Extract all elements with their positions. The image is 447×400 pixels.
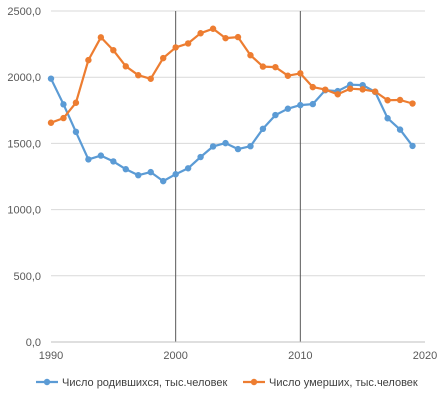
data-point <box>322 86 329 93</box>
data-point <box>409 142 416 150</box>
x-tick-label: 1990 <box>39 350 63 362</box>
data-point <box>147 75 154 82</box>
data-point <box>222 34 229 42</box>
data-point <box>409 100 416 107</box>
data-point <box>209 25 217 32</box>
data-point <box>85 56 92 64</box>
data-point <box>172 171 179 178</box>
y-tick-label: 500,0 <box>13 271 41 283</box>
data-point <box>309 100 316 108</box>
data-point <box>209 143 217 150</box>
data-point <box>47 119 55 126</box>
legend-entry-1: Число родившихся, тыс.человек <box>36 377 227 389</box>
data-point <box>147 168 154 176</box>
data-point <box>197 153 204 161</box>
data-series <box>47 25 416 185</box>
data-point <box>347 85 354 92</box>
data-point <box>234 33 242 41</box>
legend: Число родившихся, тыс.человек Число умерш… <box>36 377 418 389</box>
x-tick-label: 2020 <box>413 350 437 362</box>
data-point <box>172 44 179 51</box>
data-point <box>197 30 204 37</box>
data-point <box>384 97 391 104</box>
data-point <box>160 177 167 185</box>
data-point <box>297 101 304 109</box>
data-point <box>396 126 404 133</box>
data-point <box>72 99 80 106</box>
y-tick-label: 1000,0 <box>7 205 41 217</box>
y-tick-label: 2000,0 <box>7 72 41 84</box>
data-point <box>122 63 129 70</box>
reference-lines <box>175 11 301 342</box>
data-point <box>384 115 391 122</box>
data-point <box>396 96 404 104</box>
y-tick-label: 2500,0 <box>7 6 41 18</box>
data-point <box>97 152 105 159</box>
y-axis-tick-labels: 0,0 500,0 1000,0 1500,0 2000,0 2500,0 <box>7 6 41 349</box>
data-point <box>284 72 292 79</box>
data-point <box>110 46 117 54</box>
data-point <box>284 105 292 112</box>
legend-label: Число родившихся, тыс.человек <box>62 377 227 389</box>
data-point <box>85 156 92 163</box>
data-point <box>297 70 304 77</box>
series-1 <box>47 75 416 185</box>
data-point <box>135 171 142 179</box>
legend-marker <box>250 378 258 386</box>
data-point <box>272 111 279 119</box>
legend-entry-2: Число умерших, тыс.человек <box>243 377 418 389</box>
data-point <box>160 54 167 62</box>
data-point <box>110 158 117 165</box>
data-point <box>184 40 192 47</box>
data-point <box>60 101 67 108</box>
data-point <box>359 86 366 93</box>
data-point <box>97 34 105 41</box>
data-point <box>222 139 229 147</box>
data-point <box>72 128 80 136</box>
data-point <box>135 72 142 79</box>
x-tick-label: 2010 <box>288 350 312 362</box>
data-point <box>309 83 316 91</box>
series-line <box>50 27 413 124</box>
series-line <box>50 78 414 183</box>
data-point <box>122 166 129 173</box>
y-tick-label: 0,0 <box>26 337 41 349</box>
data-point <box>334 91 341 98</box>
data-point <box>247 52 254 59</box>
data-point <box>371 88 379 95</box>
data-point <box>60 114 67 122</box>
data-point <box>47 75 55 82</box>
series-2 <box>47 25 416 126</box>
data-point <box>247 142 254 150</box>
x-axis-tick-labels: 1990 2000 2010 2020 <box>39 350 437 362</box>
legend-label: Число умерших, тыс.человек <box>269 377 418 389</box>
data-point <box>259 63 267 70</box>
x-tick-label: 2000 <box>163 350 187 362</box>
data-point <box>259 125 267 133</box>
gridlines <box>51 10 425 277</box>
data-point <box>234 145 242 153</box>
data-point <box>272 63 279 71</box>
data-point <box>184 165 192 172</box>
legend-marker <box>43 378 51 386</box>
y-tick-label: 1500,0 <box>7 138 41 150</box>
